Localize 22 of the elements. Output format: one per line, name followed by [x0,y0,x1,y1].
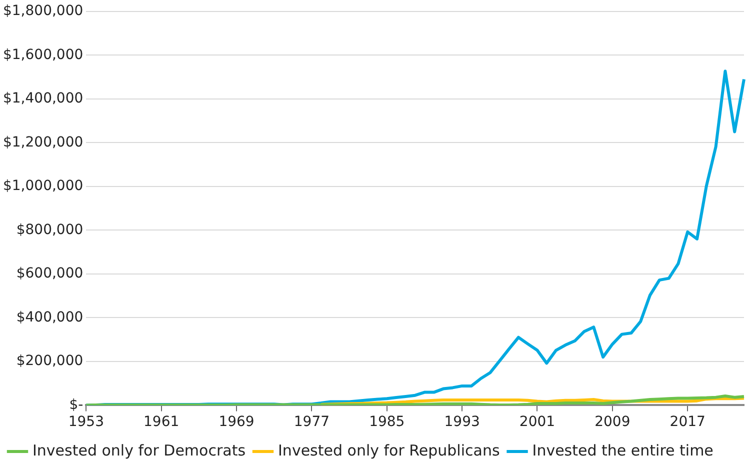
y-tick-label: $1,400,000 [2,90,84,107]
legend-label: Invested only for Republicans [278,441,500,460]
y-tick-label: $1,800,000 [2,3,84,20]
y-tick-label: $1,200,000 [2,134,84,150]
x-tick-label: 2017 [670,414,706,430]
x-tick-label: 2001 [519,414,556,430]
y-tick-label: $1,000,000 [2,178,84,194]
y-tick-label: $- [69,396,84,413]
legend-label: Invested the entire time [532,441,714,460]
x-tick-label: 1985 [369,414,405,430]
x-tick-label: 1969 [218,414,254,430]
y-tick-label: $1,600,000 [2,46,84,63]
x-tick-label: 1961 [144,414,180,430]
y-tick-label: $400,000 [16,309,84,326]
y-tick-label: $200,000 [16,353,84,370]
y-tick-label: $600,000 [16,266,84,282]
x-tick-label: 1953 [68,414,104,430]
x-tick-label: 1977 [294,414,330,430]
legend-label: Invested only for Democrats [32,441,246,460]
x-tick-label: 2009 [594,414,630,430]
y-tick-label: $800,000 [16,222,84,238]
x-tick-label: 1993 [444,414,480,430]
